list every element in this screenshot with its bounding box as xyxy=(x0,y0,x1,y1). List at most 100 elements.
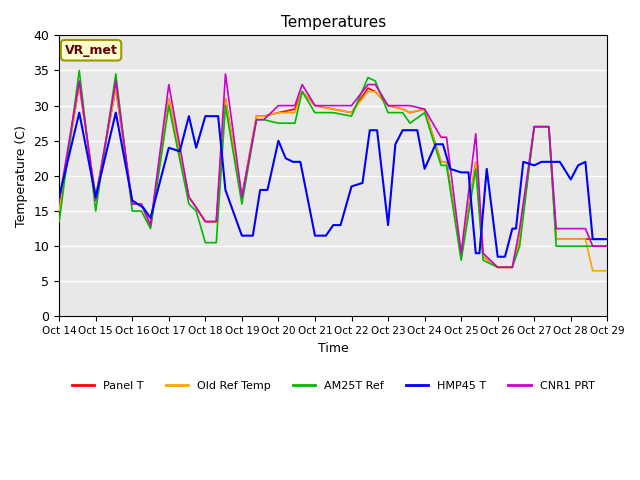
Old Ref Temp xyxy=(193,204,200,210)
AM25T Ref xyxy=(437,163,445,168)
Old Ref Temp xyxy=(55,208,63,214)
Old Ref Temp xyxy=(298,89,306,95)
Panel T xyxy=(275,110,282,116)
Panel T xyxy=(364,85,372,91)
Old Ref Temp xyxy=(129,201,136,207)
Old Ref Temp xyxy=(371,89,379,95)
CNR1 PRT xyxy=(112,78,120,84)
Old Ref Temp xyxy=(567,236,575,242)
AM25T Ref xyxy=(472,166,479,172)
CNR1 PRT xyxy=(516,226,524,231)
Old Ref Temp xyxy=(221,96,229,101)
AM25T Ref xyxy=(567,243,575,249)
Panel T xyxy=(147,224,154,229)
Panel T xyxy=(238,194,246,200)
AM25T Ref xyxy=(545,124,553,130)
AM25T Ref xyxy=(516,243,524,249)
AM25T Ref xyxy=(112,71,120,77)
AM25T Ref xyxy=(443,163,451,168)
CNR1 PRT xyxy=(582,226,589,231)
AM25T Ref xyxy=(165,103,173,108)
CNR1 PRT xyxy=(260,117,268,122)
Panel T xyxy=(221,96,229,101)
Panel T xyxy=(138,201,145,207)
Panel T xyxy=(604,236,611,242)
Old Ref Temp xyxy=(399,106,406,112)
CNR1 PRT xyxy=(76,78,83,84)
AM25T Ref xyxy=(221,103,229,108)
CNR1 PRT xyxy=(406,103,414,108)
Panel T xyxy=(76,82,83,87)
X-axis label: Time: Time xyxy=(318,342,349,355)
CNR1 PRT xyxy=(371,82,379,87)
CNR1 PRT xyxy=(330,103,337,108)
CNR1 PRT xyxy=(458,251,465,256)
Old Ref Temp xyxy=(508,264,516,270)
CNR1 PRT xyxy=(508,264,516,270)
AM25T Ref xyxy=(260,117,268,122)
Panel T xyxy=(567,236,575,242)
Panel T xyxy=(384,103,392,108)
Old Ref Temp xyxy=(443,159,451,165)
Line: AM25T Ref: AM25T Ref xyxy=(59,71,607,267)
AM25T Ref xyxy=(291,120,299,126)
Panel T xyxy=(371,89,379,95)
CNR1 PRT xyxy=(472,131,479,137)
Old Ref Temp xyxy=(147,224,154,229)
Panel T xyxy=(552,236,560,242)
AM25T Ref xyxy=(508,264,516,270)
Old Ref Temp xyxy=(589,268,596,274)
Panel T xyxy=(589,236,596,242)
Old Ref Temp xyxy=(582,236,589,242)
Old Ref Temp xyxy=(420,106,428,112)
HMP45 T xyxy=(55,194,63,200)
Panel T xyxy=(508,264,516,270)
Old Ref Temp xyxy=(531,124,538,130)
CNR1 PRT xyxy=(443,134,451,140)
AM25T Ref xyxy=(604,243,611,249)
Panel T xyxy=(129,201,136,207)
Old Ref Temp xyxy=(112,85,120,91)
CNR1 PRT xyxy=(545,124,553,130)
Panel T xyxy=(458,254,465,260)
AM25T Ref xyxy=(298,89,306,95)
Old Ref Temp xyxy=(76,82,83,87)
Panel T xyxy=(437,159,445,165)
Panel T xyxy=(202,219,209,225)
Legend: Panel T, Old Ref Temp, AM25T Ref, HMP45 T, CNR1 PRT: Panel T, Old Ref Temp, AM25T Ref, HMP45 … xyxy=(68,376,599,395)
Line: HMP45 T: HMP45 T xyxy=(59,113,607,257)
AM25T Ref xyxy=(138,208,145,214)
AM25T Ref xyxy=(494,264,502,270)
Panel T xyxy=(311,103,319,108)
Panel T xyxy=(479,254,487,260)
Panel T xyxy=(531,124,538,130)
AM25T Ref xyxy=(92,208,100,214)
Y-axis label: Temperature (C): Temperature (C) xyxy=(15,125,28,227)
Line: CNR1 PRT: CNR1 PRT xyxy=(59,74,607,267)
Text: VR_met: VR_met xyxy=(65,44,118,57)
CNR1 PRT xyxy=(364,82,372,87)
Old Ref Temp xyxy=(364,89,372,95)
AM25T Ref xyxy=(76,68,83,73)
Old Ref Temp xyxy=(406,110,414,116)
Panel T xyxy=(212,219,220,225)
CNR1 PRT xyxy=(92,198,100,204)
Panel T xyxy=(348,110,355,116)
CNR1 PRT xyxy=(238,194,246,200)
Old Ref Temp xyxy=(275,110,282,116)
CNR1 PRT xyxy=(437,134,445,140)
Panel T xyxy=(253,113,260,119)
AM25T Ref xyxy=(185,201,193,207)
AM25T Ref xyxy=(384,110,392,116)
Panel T xyxy=(516,236,524,242)
Old Ref Temp xyxy=(437,159,445,165)
Old Ref Temp xyxy=(479,254,487,260)
CNR1 PRT xyxy=(185,194,193,200)
Panel T xyxy=(185,194,193,200)
CNR1 PRT xyxy=(298,82,306,87)
CNR1 PRT xyxy=(552,226,560,231)
Old Ref Temp xyxy=(384,103,392,108)
Old Ref Temp xyxy=(516,236,524,242)
CNR1 PRT xyxy=(291,103,299,108)
AM25T Ref xyxy=(406,120,414,126)
